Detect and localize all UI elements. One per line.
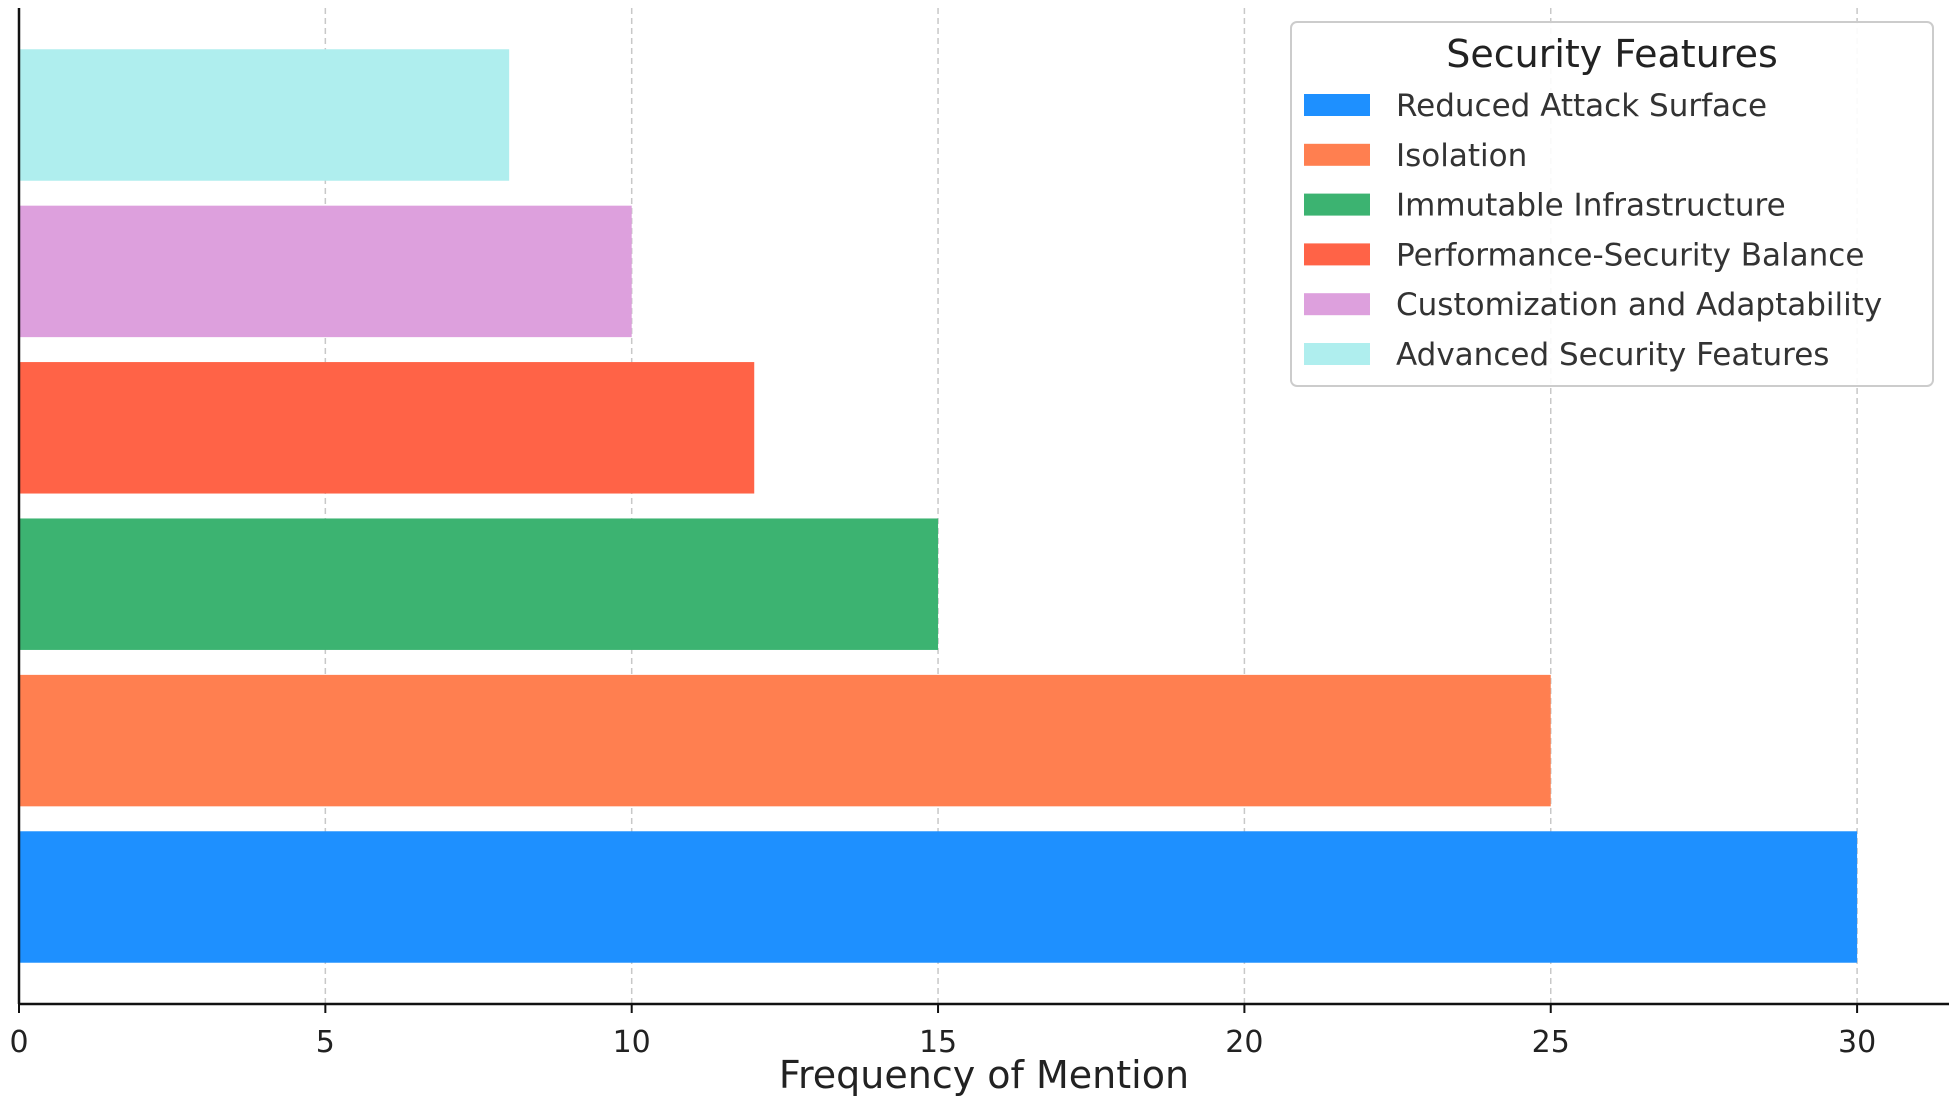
legend-item-immutable-infrastructure: Immutable Infrastructure xyxy=(1304,188,1786,224)
legend: Security Features Reduced Attack Surface… xyxy=(1290,21,1934,387)
legend-swatch-performance-security-balance xyxy=(1304,243,1370,266)
x-ticks: 0 5 10 15 20 25 30 xyxy=(9,1004,1876,1060)
x-tick-label-15: 15 xyxy=(919,1025,957,1060)
legend-swatch-isolation xyxy=(1304,143,1370,166)
legend-label-isolation: Isolation xyxy=(1396,138,1527,174)
legend-label-advanced-security-features: Advanced Security Features xyxy=(1396,337,1829,373)
bar-customization-and-adaptability xyxy=(19,205,632,338)
legend-label-performance-security-balance: Performance-Security Balance xyxy=(1396,237,1864,273)
legend-item-advanced-security-features: Advanced Security Features xyxy=(1304,337,1829,373)
legend-swatch-advanced-security-features xyxy=(1304,343,1370,365)
legend-item-isolation: Isolation xyxy=(1304,138,1527,174)
x-tick-label-5: 5 xyxy=(316,1025,335,1060)
x-tick-label-20: 20 xyxy=(1225,1025,1263,1060)
legend-label-customization-and-adaptability: Customization and Adaptability xyxy=(1396,287,1882,323)
legend-label-reduced-attack-surface: Reduced Attack Surface xyxy=(1396,88,1767,124)
bars xyxy=(19,49,1858,963)
legend-swatch-reduced-attack-surface xyxy=(1304,94,1370,116)
legend-item-customization-and-adaptability: Customization and Adaptability xyxy=(1304,287,1882,323)
bar-reduced-attack-surface xyxy=(19,831,1858,963)
legend-title: Security Features xyxy=(1446,32,1778,76)
legend-swatch-immutable-infrastructure xyxy=(1304,193,1370,216)
x-tick-label-10: 10 xyxy=(613,1025,651,1060)
legend-item-reduced-attack-surface: Reduced Attack Surface xyxy=(1304,88,1767,124)
bar-advanced-security-features xyxy=(19,49,510,181)
bar-immutable-infrastructure xyxy=(19,518,939,650)
bar-performance-security-balance xyxy=(19,362,755,494)
axes xyxy=(17,8,1949,1006)
legend-box xyxy=(1290,21,1934,387)
x-tick-label-0: 0 xyxy=(9,1025,28,1060)
bar-isolation xyxy=(19,674,1551,807)
legend-label-immutable-infrastructure: Immutable Infrastructure xyxy=(1396,188,1786,224)
legend-item-performance-security-balance: Performance-Security Balance xyxy=(1304,237,1864,273)
legend-items: Reduced Attack Surface Isolation Immutable… xyxy=(1304,88,1882,373)
legend-swatch-customization-and-adaptability xyxy=(1304,293,1370,316)
x-axis-title: Frequency of Mention xyxy=(779,1053,1189,1097)
x-tick-label-25: 25 xyxy=(1532,1025,1570,1060)
x-tick-label-30: 30 xyxy=(1838,1025,1876,1060)
